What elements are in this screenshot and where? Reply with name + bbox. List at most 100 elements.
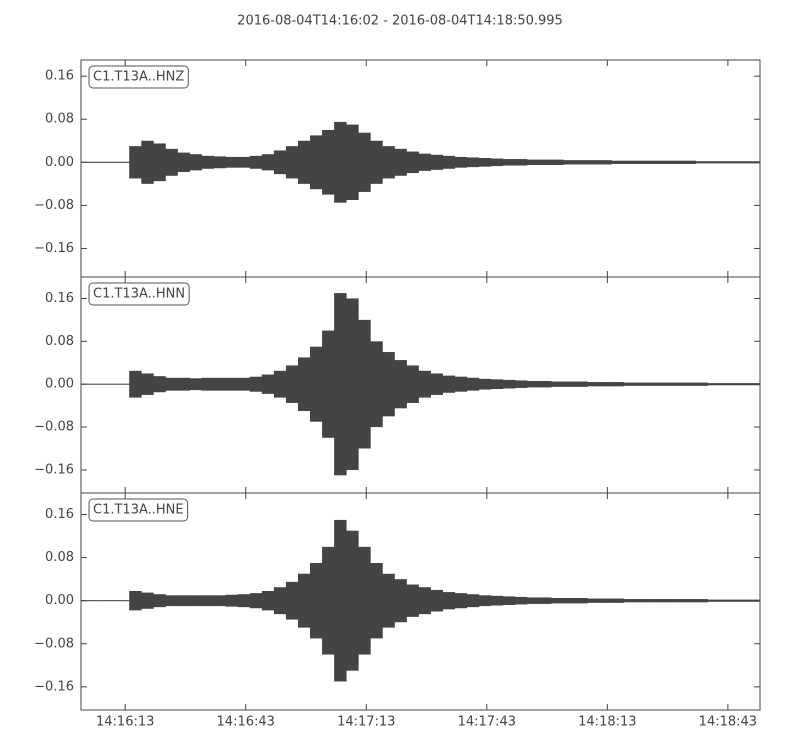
waveform-segment [213,595,227,607]
waveform-segment [273,150,287,175]
waveform-segment [478,158,492,167]
waveform-segment [683,160,697,164]
x-tick-label: 14:16:13 [96,715,154,730]
waveform-segment [466,594,480,608]
waveform-segment [659,599,673,603]
waveform-segment [539,597,552,604]
waveform-segment [237,594,251,608]
waveform-segment [599,160,612,165]
waveform-segment [189,378,202,391]
waveform-segment [743,383,757,386]
waveform-segment [526,597,540,604]
waveform-segment [334,121,347,203]
waveform-segment [707,383,721,386]
y-tick-label: −0.08 [34,198,74,213]
waveform-segment [719,599,733,602]
waveform-segment [358,132,371,192]
waveform-segment [647,160,660,164]
y-tick-label: 0.00 [45,377,74,392]
waveform-segment [514,596,528,605]
waveform-segment [695,382,709,386]
y-tick-label: −0.08 [34,420,74,435]
waveform-segment [418,370,431,398]
waveform-segment [418,153,431,171]
waveform-segment [743,161,757,164]
waveform-segment [201,155,214,169]
waveform-segment [310,346,323,422]
waveform-segment [93,383,106,385]
y-tick-label: 0.00 [45,593,74,608]
x-tick-label: 14:16:43 [217,715,275,730]
waveform-segment [478,378,492,390]
waveform-segment [81,600,94,602]
waveform-segment [346,530,359,671]
waveform-segment [249,376,263,392]
waveform-segment [442,155,456,169]
waveform-segment [406,365,419,403]
waveform-segment [273,370,287,398]
waveform-segment [297,357,311,411]
waveform-segment [177,377,190,391]
waveform-segment [382,146,395,179]
waveform-segment [514,380,528,388]
waveform-segment [105,383,118,385]
trace-label-box [88,282,190,306]
waveform-segment [551,381,564,387]
waveform-segment [81,161,94,163]
waveform-segment [551,159,564,165]
waveform-segment [539,159,552,165]
axes-frame [80,492,761,711]
waveform-segment [177,595,190,607]
y-tick-label: 0.08 [45,112,74,127]
waveform-segment [707,161,721,164]
waveform-segment [466,377,480,391]
waveform-segment [201,377,214,391]
waveform-segment [599,598,612,603]
x-tick-label: 14:18:13 [578,715,636,730]
waveform-segment [635,160,648,164]
waveform-segment [719,161,733,164]
waveform-segment [261,374,275,394]
x-tick-label: 14:18:43 [699,715,757,730]
waveform-segment [418,587,431,615]
waveform-segment [370,140,383,184]
waveform-segment [659,160,673,164]
chart-title: 2016-08-04T14:16:02 - 2016-08-04T14:18:5… [237,14,563,29]
waveform-segment [213,156,227,169]
waveform-segment [141,592,154,609]
waveform-segment [334,519,347,682]
waveform-segment [731,599,745,602]
waveform-segment [611,598,624,603]
waveform-segment [310,563,323,639]
waveform-segment [671,382,685,386]
waveform-segment [358,546,371,655]
waveform-segment [635,599,648,603]
waveform-segment [358,319,371,449]
waveform-segment [695,599,709,603]
waveform-segment [394,579,407,623]
waveform-segment [297,573,311,628]
waveform-segment [563,598,576,604]
waveform-segment [575,381,588,387]
waveform-segment [93,600,106,602]
waveform-segment [237,156,251,168]
waveform-segment [237,377,251,391]
waveform-segment [201,595,214,607]
waveform-segment [478,595,492,607]
waveform-segment [249,593,263,609]
waveform-segment [743,599,757,602]
waveform-segment [671,160,685,164]
waveform-segment [514,159,528,166]
waveform-segment [165,595,178,607]
trace-label: C1.T13A..HNZ [93,70,184,85]
waveform-segment [129,370,142,398]
waveform-segment [153,376,166,393]
waveform-segment [623,382,636,386]
waveform-segment [623,599,636,603]
waveform-segment [707,599,721,602]
waveform-segment [273,587,287,615]
waveform-segment [322,130,335,195]
waveform-segment [261,591,275,611]
y-tick-label: 0.08 [45,334,74,349]
